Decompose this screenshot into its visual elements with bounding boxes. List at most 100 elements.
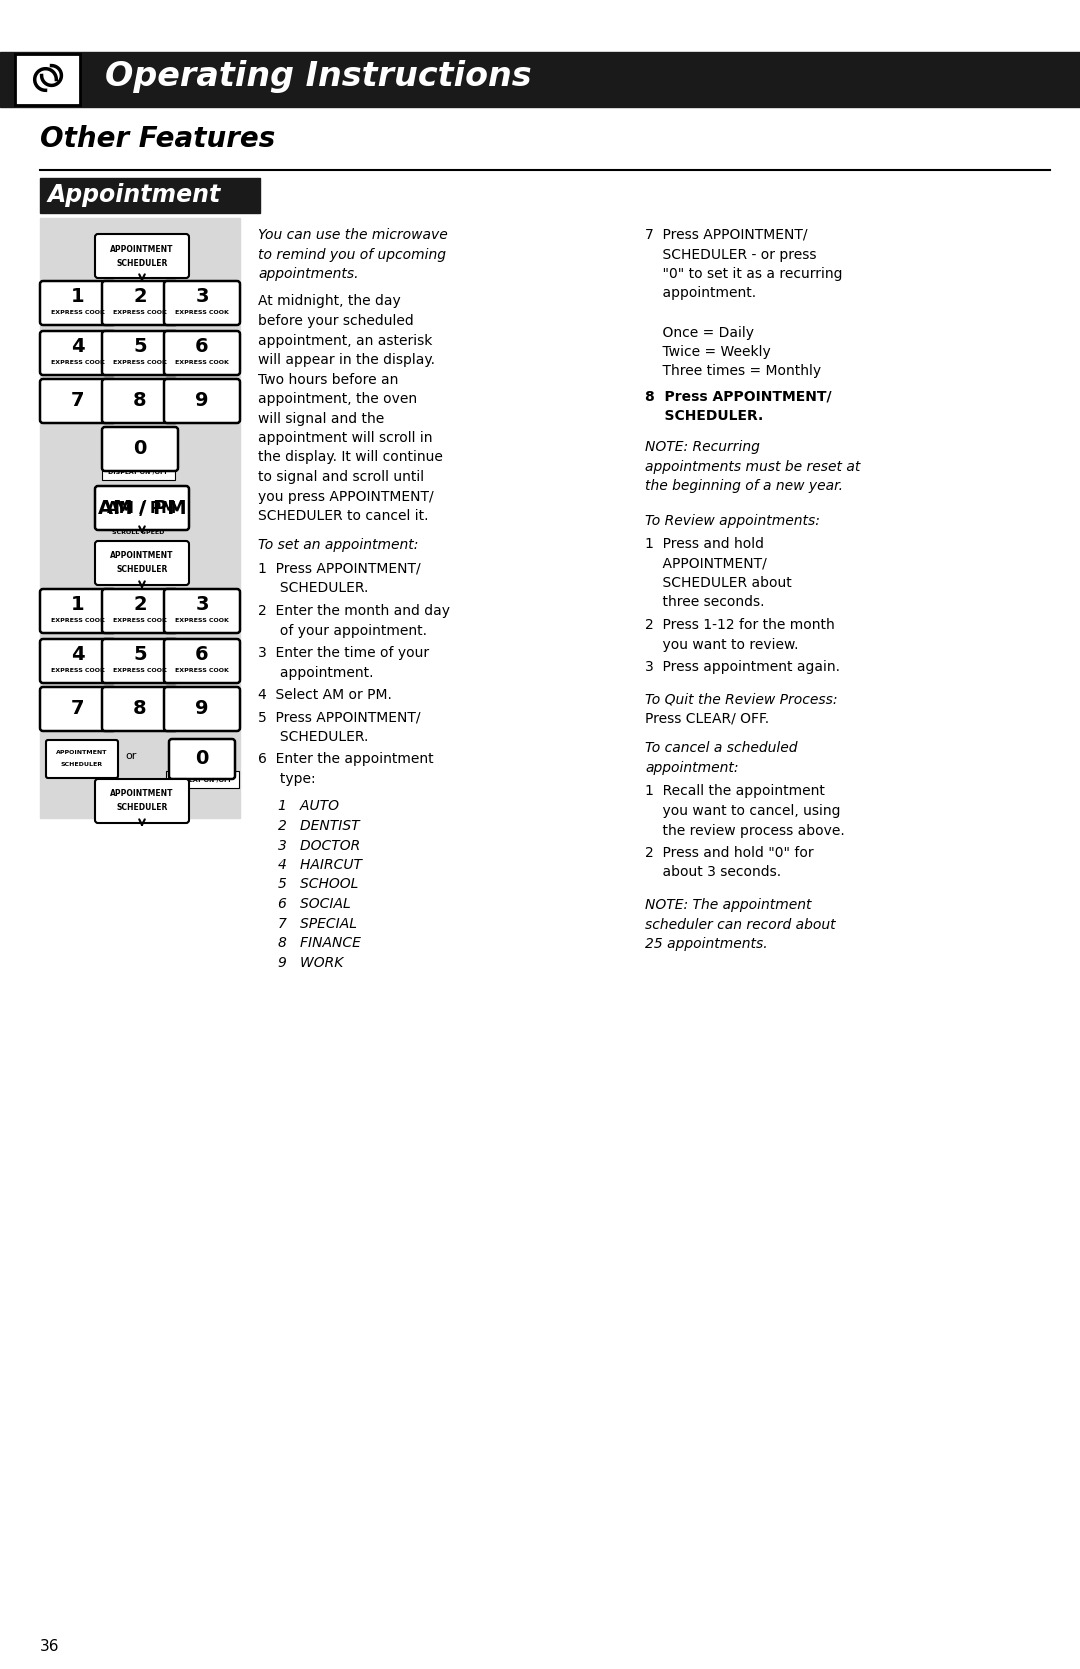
Text: type:: type:	[258, 773, 315, 786]
Text: 8  Press APPOINTMENT/: 8 Press APPOINTMENT/	[645, 389, 832, 402]
Text: SCHEDULER to cancel it.: SCHEDULER to cancel it.	[258, 509, 429, 522]
Text: 7   SPECIAL: 7 SPECIAL	[278, 916, 357, 931]
FancyBboxPatch shape	[95, 779, 189, 823]
Text: At midnight, the day: At midnight, the day	[258, 294, 401, 309]
Text: SCHEDULER: SCHEDULER	[117, 259, 167, 267]
Text: 2: 2	[133, 594, 147, 614]
Text: EXPRESS COOK: EXPRESS COOK	[175, 618, 229, 623]
Text: or: or	[125, 751, 136, 761]
Text: 6  Enter the appointment: 6 Enter the appointment	[258, 753, 434, 766]
FancyBboxPatch shape	[102, 330, 178, 376]
Text: 9   WORK: 9 WORK	[278, 955, 343, 970]
Text: Operating Instructions: Operating Instructions	[105, 60, 531, 93]
Text: appointment, the oven: appointment, the oven	[258, 392, 417, 406]
FancyBboxPatch shape	[102, 280, 178, 325]
Text: 4  Select AM or PM.: 4 Select AM or PM.	[258, 688, 392, 703]
Text: the display. It will continue: the display. It will continue	[258, 451, 443, 464]
Text: EXPRESS COOK: EXPRESS COOK	[175, 309, 229, 314]
Text: EXPRESS COOK: EXPRESS COOK	[175, 359, 229, 364]
Text: 1: 1	[71, 594, 85, 614]
Text: SCHEDULER about: SCHEDULER about	[645, 576, 792, 591]
Text: 2  Press and hold "0" for: 2 Press and hold "0" for	[645, 846, 813, 860]
FancyBboxPatch shape	[95, 541, 189, 586]
Bar	[40, 219, 240, 818]
Text: appointment:: appointment:	[645, 761, 739, 774]
Text: appointment, an asterisk: appointment, an asterisk	[258, 334, 432, 347]
FancyBboxPatch shape	[102, 589, 178, 633]
Text: 6: 6	[195, 337, 208, 355]
Text: 6: 6	[195, 644, 208, 664]
Text: EXPRESS COOK: EXPRESS COOK	[113, 668, 167, 673]
Text: you press APPOINTMENT/: you press APPOINTMENT/	[258, 489, 434, 504]
Text: To cancel a scheduled: To cancel a scheduled	[645, 741, 797, 756]
Text: Other Features: Other Features	[40, 125, 275, 154]
Text: APPOINTMENT: APPOINTMENT	[110, 244, 174, 254]
FancyBboxPatch shape	[40, 330, 116, 376]
Text: 3: 3	[195, 287, 208, 305]
Text: 2: 2	[133, 287, 147, 305]
Text: to signal and scroll until: to signal and scroll until	[258, 471, 424, 484]
Text: SCHEDULER.: SCHEDULER.	[258, 729, 368, 744]
Text: 5: 5	[133, 337, 147, 355]
FancyBboxPatch shape	[164, 379, 240, 422]
Text: 3: 3	[195, 594, 208, 614]
Text: EXPRESS COOK: EXPRESS COOK	[51, 668, 105, 673]
Text: Once = Daily: Once = Daily	[645, 325, 754, 339]
FancyBboxPatch shape	[46, 739, 118, 778]
FancyBboxPatch shape	[164, 280, 240, 325]
Text: 9: 9	[195, 699, 208, 718]
Text: scheduler can record about: scheduler can record about	[645, 918, 836, 931]
Text: appointment.: appointment.	[258, 666, 374, 679]
Text: 5  Press APPOINTMENT/: 5 Press APPOINTMENT/	[258, 711, 420, 724]
Text: appointments.: appointments.	[258, 267, 359, 280]
FancyBboxPatch shape	[164, 330, 240, 376]
Text: 1: 1	[71, 287, 85, 305]
Text: will appear in the display.: will appear in the display.	[258, 354, 435, 367]
Text: of your appointment.: of your appointment.	[258, 624, 427, 638]
Text: NOTE: Recurring: NOTE: Recurring	[645, 441, 760, 454]
FancyBboxPatch shape	[102, 639, 178, 683]
FancyBboxPatch shape	[40, 379, 116, 422]
Text: 2   DENTIST: 2 DENTIST	[278, 819, 360, 833]
Text: 25 appointments.: 25 appointments.	[645, 936, 768, 951]
Text: APPOINTMENT: APPOINTMENT	[110, 551, 174, 561]
Text: EXPRESS COOK: EXPRESS COOK	[175, 668, 229, 673]
Text: EXPRESS COOK: EXPRESS COOK	[51, 309, 105, 314]
Text: NOTE: The appointment: NOTE: The appointment	[645, 898, 811, 911]
Text: EXPRESS COOK: EXPRESS COOK	[51, 359, 105, 364]
Text: 5   SCHOOL: 5 SCHOOL	[278, 878, 359, 891]
Text: three seconds.: three seconds.	[645, 596, 765, 609]
Text: 8: 8	[133, 392, 147, 411]
Text: SCHEDULER.: SCHEDULER.	[258, 581, 368, 596]
Text: AM / PM: AM / PM	[97, 499, 187, 517]
Text: You can use the microwave: You can use the microwave	[258, 229, 448, 242]
Text: 7: 7	[71, 392, 84, 411]
Text: the beginning of a new year.: the beginning of a new year.	[645, 479, 843, 492]
Text: you want to cancel, using: you want to cancel, using	[645, 804, 840, 818]
FancyBboxPatch shape	[40, 639, 116, 683]
Text: 1  Press APPOINTMENT/: 1 Press APPOINTMENT/	[258, 562, 420, 576]
Text: Press CLEAR/ OFF.: Press CLEAR/ OFF.	[645, 713, 769, 726]
Text: DISPLAY ON /OFF: DISPLAY ON /OFF	[172, 778, 232, 783]
Text: EXPRESS COOK: EXPRESS COOK	[113, 359, 167, 364]
Text: 2  Enter the month and day: 2 Enter the month and day	[258, 604, 450, 618]
Text: appointments must be reset at: appointments must be reset at	[645, 459, 861, 474]
Text: 5: 5	[133, 644, 147, 664]
Text: 0: 0	[133, 439, 147, 459]
Text: APPOINTMENT/: APPOINTMENT/	[645, 556, 767, 571]
Text: EXPRESS COOK: EXPRESS COOK	[113, 618, 167, 623]
Text: the review process above.: the review process above.	[645, 823, 845, 838]
Text: Appointment: Appointment	[48, 184, 221, 207]
Text: EXPRESS COOK: EXPRESS COOK	[51, 618, 105, 623]
Text: 6   SOCIAL: 6 SOCIAL	[278, 896, 351, 911]
Text: SCHEDULER: SCHEDULER	[60, 763, 103, 768]
Text: To Review appointments:: To Review appointments:	[645, 514, 820, 527]
Text: APPOINTMENT: APPOINTMENT	[110, 789, 174, 798]
Text: 1  Recall the appointment: 1 Recall the appointment	[645, 784, 825, 798]
Text: AM / PM: AM / PM	[107, 501, 177, 516]
FancyBboxPatch shape	[95, 234, 189, 279]
Text: 4   HAIRCUT: 4 HAIRCUT	[278, 858, 362, 871]
FancyBboxPatch shape	[40, 280, 116, 325]
Text: SCHEDULER.: SCHEDULER.	[645, 409, 764, 422]
Text: 2  Press 1-12 for the month: 2 Press 1-12 for the month	[645, 618, 835, 633]
